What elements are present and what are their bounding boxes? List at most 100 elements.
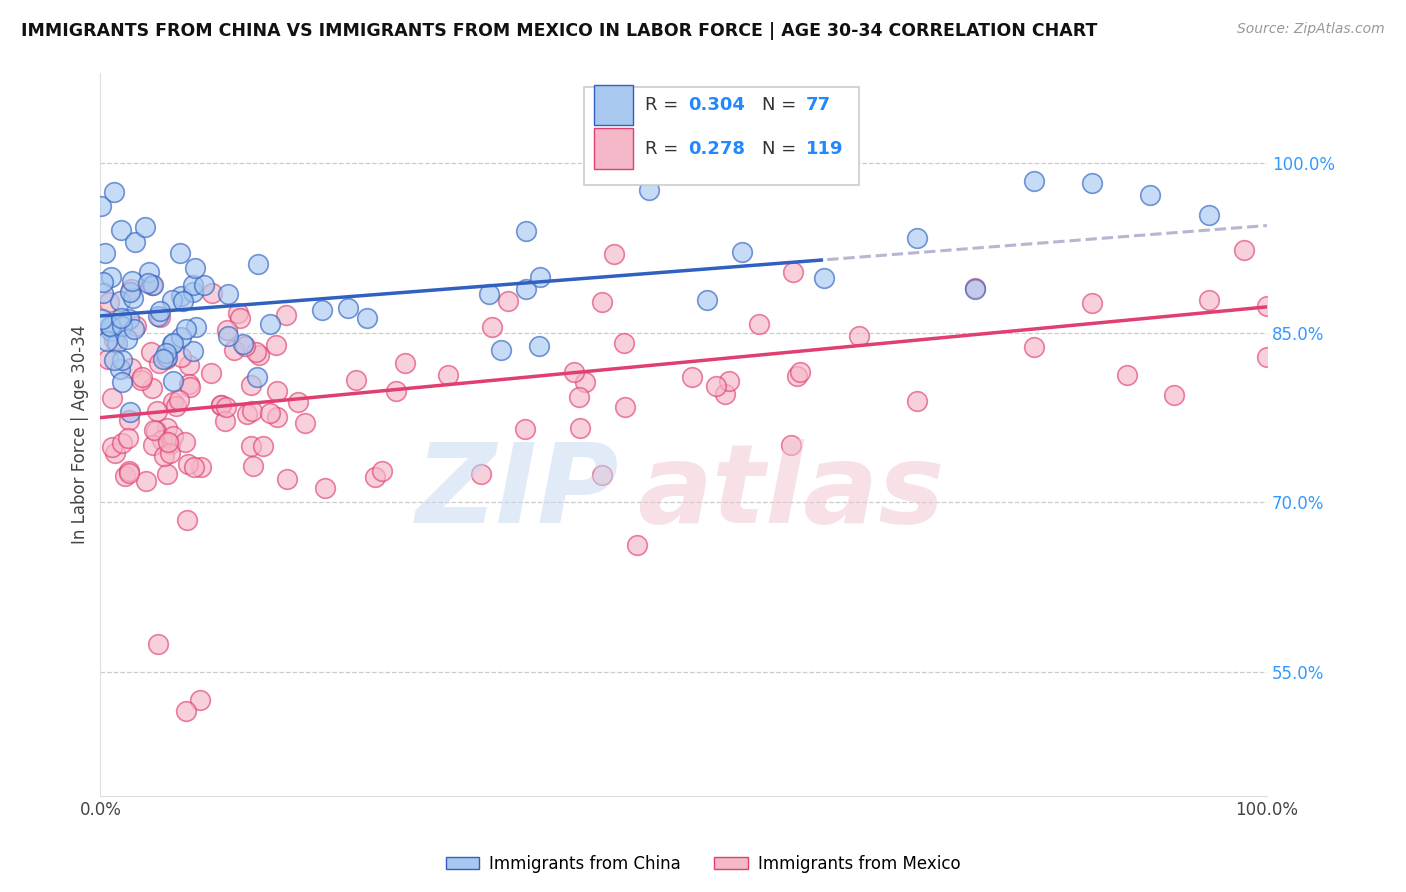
Point xyxy=(173,435,195,450)
Point xyxy=(181,277,204,292)
Point xyxy=(217,286,239,301)
Point xyxy=(179,377,201,392)
Point xyxy=(181,344,204,359)
Point xyxy=(314,481,336,495)
Point xyxy=(681,369,703,384)
Point xyxy=(114,468,136,483)
Point xyxy=(1022,340,1045,354)
Point xyxy=(122,322,145,336)
Point xyxy=(152,352,174,367)
Point xyxy=(236,407,259,421)
Point xyxy=(1198,208,1220,222)
Point xyxy=(478,287,501,301)
Point xyxy=(789,365,811,379)
Point xyxy=(240,404,263,418)
Point xyxy=(117,431,139,445)
Point xyxy=(118,412,141,426)
Point xyxy=(121,274,143,288)
Point xyxy=(98,319,121,334)
Point xyxy=(1022,174,1045,188)
Point xyxy=(247,348,270,362)
Point xyxy=(156,350,179,364)
Point xyxy=(385,384,408,398)
Point xyxy=(111,435,134,450)
Point xyxy=(436,368,458,383)
Point xyxy=(1232,243,1254,257)
Point xyxy=(103,185,125,199)
Point xyxy=(145,425,167,439)
Point xyxy=(91,275,114,289)
Point xyxy=(156,467,179,482)
Point xyxy=(122,291,145,305)
Point xyxy=(214,414,236,428)
Point xyxy=(174,705,197,719)
Point xyxy=(162,374,184,388)
Point xyxy=(276,308,298,322)
Point xyxy=(120,405,142,419)
Point xyxy=(120,282,142,296)
Point xyxy=(1163,388,1185,402)
Y-axis label: In Labor Force | Age 30-34: In Labor Force | Age 30-34 xyxy=(72,325,89,544)
Text: N =: N = xyxy=(762,95,801,114)
Point xyxy=(118,464,141,478)
Point xyxy=(264,338,287,352)
Text: 119: 119 xyxy=(806,140,844,158)
Point xyxy=(356,310,378,325)
Point xyxy=(97,294,120,309)
Point xyxy=(222,343,245,357)
Point xyxy=(146,404,169,418)
Point xyxy=(183,285,205,299)
Text: R =: R = xyxy=(645,140,685,158)
Point xyxy=(233,338,256,352)
Point xyxy=(287,395,309,409)
Point xyxy=(717,374,740,388)
Point xyxy=(229,310,252,325)
Point xyxy=(142,277,165,292)
Point xyxy=(174,321,197,335)
FancyBboxPatch shape xyxy=(585,87,859,185)
Point xyxy=(170,351,193,365)
Point xyxy=(201,285,224,300)
FancyBboxPatch shape xyxy=(593,85,634,125)
Point xyxy=(153,450,176,464)
Point xyxy=(148,309,170,323)
Point xyxy=(266,410,288,425)
Point xyxy=(1256,350,1278,364)
Point xyxy=(813,271,835,285)
Point xyxy=(141,381,163,395)
Point xyxy=(786,369,808,384)
Text: R =: R = xyxy=(645,95,685,114)
Point xyxy=(160,293,183,308)
Point xyxy=(141,278,163,293)
Point xyxy=(101,391,124,405)
Point xyxy=(905,230,928,244)
Point xyxy=(184,260,207,275)
Point xyxy=(103,333,125,347)
Point xyxy=(148,356,170,370)
Point xyxy=(139,344,162,359)
Point xyxy=(637,183,659,197)
Point xyxy=(527,339,550,353)
Point xyxy=(200,366,222,380)
Point xyxy=(162,395,184,409)
Point xyxy=(97,352,120,367)
Point xyxy=(110,223,132,237)
Text: Source: ZipAtlas.com: Source: ZipAtlas.com xyxy=(1237,22,1385,37)
Point xyxy=(131,370,153,384)
FancyBboxPatch shape xyxy=(593,128,634,169)
Point xyxy=(134,220,156,235)
Point xyxy=(748,318,770,332)
Point xyxy=(149,304,172,318)
Point xyxy=(259,406,281,420)
Point xyxy=(614,400,637,414)
Point xyxy=(120,285,142,299)
Text: 77: 77 xyxy=(806,95,831,114)
Point xyxy=(91,285,114,300)
Point xyxy=(118,312,141,326)
Point xyxy=(259,317,281,331)
Point xyxy=(1116,368,1139,383)
Point xyxy=(498,293,520,308)
Point xyxy=(1081,296,1104,310)
Text: ZIP: ZIP xyxy=(416,439,620,546)
Point xyxy=(782,265,804,279)
